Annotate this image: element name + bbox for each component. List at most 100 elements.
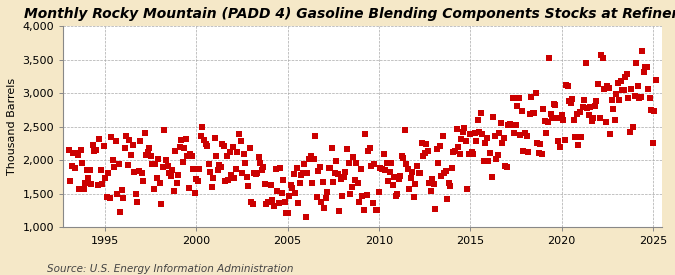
Point: [261, 202, 272, 207]
Point: [574, 109, 585, 114]
Point: [277, 177, 288, 182]
Point: [321, 196, 331, 200]
Point: [207, 185, 217, 189]
Point: [190, 191, 200, 196]
Point: [284, 194, 294, 198]
Point: [76, 147, 86, 152]
Point: [571, 112, 582, 116]
Point: [406, 176, 416, 180]
Point: [253, 154, 264, 159]
Point: [213, 167, 223, 172]
Point: [117, 188, 128, 192]
Point: [595, 53, 606, 57]
Point: [103, 171, 113, 175]
Point: [413, 171, 424, 175]
Point: [448, 150, 459, 155]
Point: [373, 189, 384, 194]
Point: [169, 149, 180, 153]
Point: [421, 142, 431, 147]
Point: [616, 79, 626, 83]
Point: [179, 145, 190, 150]
Point: [639, 70, 649, 74]
Point: [271, 188, 282, 193]
Point: [329, 171, 340, 175]
Point: [294, 181, 305, 185]
Point: [486, 175, 497, 180]
Point: [84, 168, 95, 173]
Point: [132, 200, 142, 205]
Point: [186, 154, 197, 158]
Point: [431, 146, 442, 151]
Point: [649, 109, 659, 114]
Point: [493, 131, 504, 135]
Point: [176, 138, 186, 142]
Point: [402, 167, 413, 171]
Point: [407, 170, 418, 174]
Point: [86, 182, 97, 186]
Point: [240, 161, 250, 165]
Point: [418, 154, 429, 158]
Point: [414, 171, 425, 175]
Point: [223, 178, 234, 182]
Point: [437, 134, 448, 139]
Point: [221, 153, 232, 158]
Point: [594, 116, 605, 120]
Point: [317, 180, 328, 184]
Point: [632, 84, 643, 88]
Point: [333, 172, 344, 177]
Point: [147, 161, 158, 166]
Point: [339, 175, 350, 179]
Point: [65, 179, 76, 183]
Point: [539, 119, 550, 123]
Point: [363, 149, 374, 153]
Point: [508, 96, 518, 100]
Point: [522, 150, 533, 154]
Point: [325, 166, 335, 170]
Point: [182, 154, 192, 158]
Point: [74, 187, 84, 191]
Point: [112, 191, 123, 196]
Y-axis label: Thousand Barrels: Thousand Barrels: [7, 78, 17, 175]
Point: [520, 131, 531, 135]
Point: [583, 113, 594, 117]
Point: [629, 94, 640, 98]
Point: [255, 161, 266, 165]
Point: [279, 199, 290, 204]
Point: [568, 118, 579, 122]
Point: [371, 208, 381, 212]
Point: [214, 163, 225, 167]
Point: [641, 64, 652, 69]
Point: [398, 156, 408, 160]
Point: [457, 130, 468, 134]
Point: [424, 181, 435, 185]
Point: [105, 196, 115, 200]
Point: [168, 189, 179, 194]
Point: [217, 142, 227, 147]
Point: [346, 185, 357, 190]
Point: [367, 200, 378, 205]
Point: [77, 161, 88, 165]
Point: [471, 139, 482, 144]
Point: [231, 166, 242, 171]
Point: [250, 172, 261, 177]
Point: [531, 90, 541, 95]
Point: [601, 84, 612, 89]
Point: [580, 61, 591, 65]
Point: [618, 88, 629, 92]
Point: [436, 174, 447, 178]
Point: [351, 161, 362, 166]
Point: [389, 174, 400, 179]
Point: [605, 132, 616, 136]
Point: [197, 125, 208, 129]
Point: [290, 190, 300, 195]
Point: [559, 138, 570, 142]
Point: [165, 174, 176, 178]
Point: [256, 168, 267, 172]
Point: [136, 170, 147, 175]
Point: [319, 205, 329, 210]
Point: [447, 166, 458, 170]
Point: [394, 177, 404, 181]
Point: [300, 215, 311, 219]
Point: [419, 150, 430, 155]
Point: [232, 150, 243, 154]
